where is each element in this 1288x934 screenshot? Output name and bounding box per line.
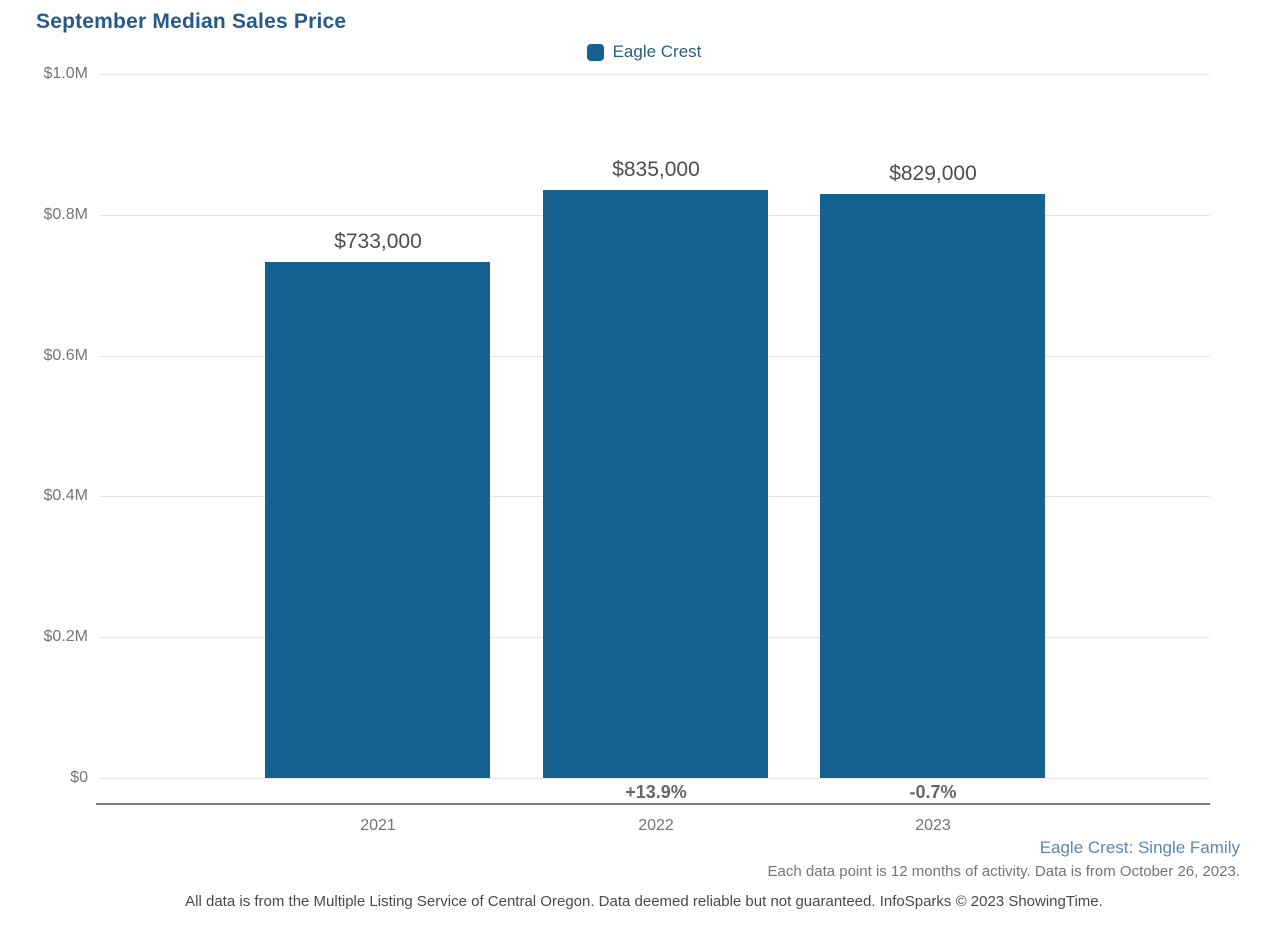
gridline (100, 778, 1210, 779)
x-axis-label: 2023 (915, 817, 951, 834)
x-axis-line (96, 803, 1210, 805)
gridline (100, 74, 1210, 75)
series-note: Eagle Crest: Single Family (1039, 838, 1240, 857)
bar-value-label: $733,000 (334, 230, 422, 253)
legend-swatch-icon (586, 43, 604, 61)
legend-label: Eagle Crest (612, 42, 702, 61)
y-axis-tick-label: $0.6M (43, 347, 88, 364)
bar-2022[interactable] (543, 190, 768, 778)
y-axis-tick-label: $1.0M (43, 65, 88, 82)
y-axis-tick-label: $0.4M (43, 487, 88, 504)
chart-title: September Median Sales Price (36, 10, 347, 33)
data-note: Each data point is 12 months of activity… (767, 863, 1240, 880)
x-axis-label: 2022 (638, 817, 674, 834)
pct-change-label: -0.7% (909, 782, 957, 802)
x-axis-label: 2021 (360, 817, 396, 834)
bar-2023[interactable] (820, 194, 1045, 778)
legend-item-eagle-crest[interactable]: Eagle Crest (0, 42, 1288, 62)
bar-value-label: $835,000 (612, 158, 700, 181)
y-axis-tick-label: $0.2M (43, 628, 88, 645)
bar-value-label: $829,000 (889, 162, 977, 185)
bar-2021[interactable] (265, 262, 490, 778)
disclaimer: All data is from the Multiple Listing Se… (185, 893, 1103, 910)
y-axis-tick-label: $0 (70, 769, 88, 786)
pct-change-label: +13.9% (625, 782, 687, 802)
y-axis-tick-label: $0.8M (43, 206, 88, 223)
